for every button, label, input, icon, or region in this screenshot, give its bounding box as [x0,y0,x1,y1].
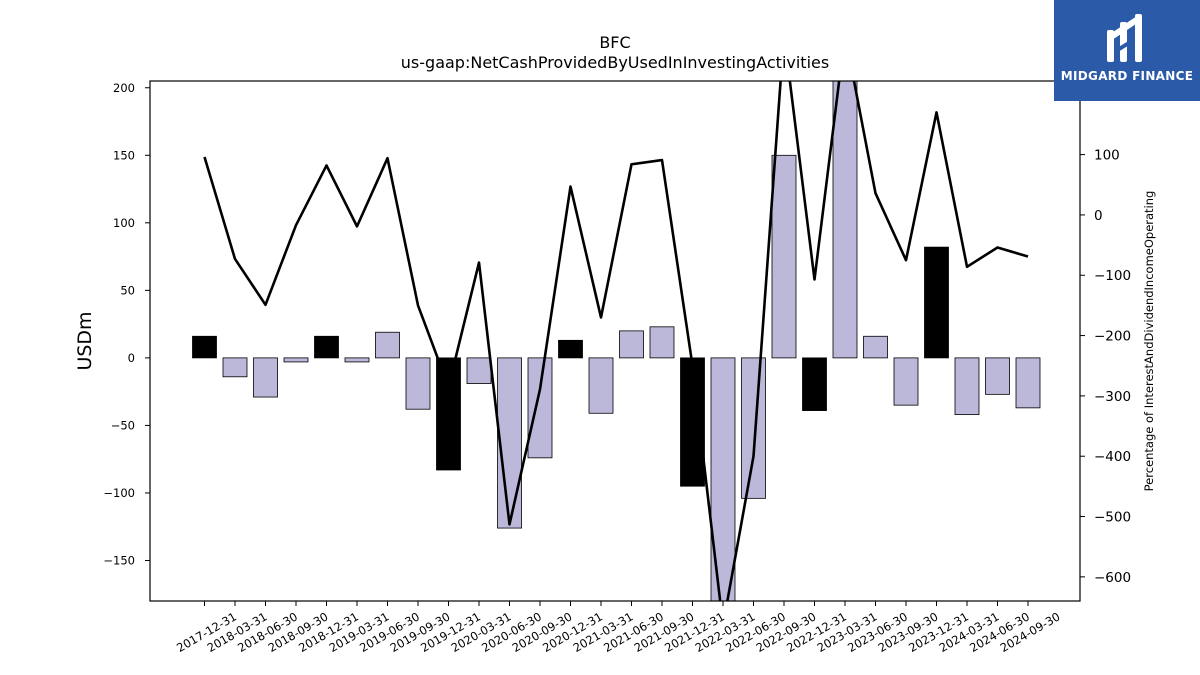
y2-tick-label: −400 [1094,449,1131,465]
y-tick-label: 100 [113,216,135,230]
bar-2018-09-30 [283,357,309,363]
bar-2023-03-31 [832,81,858,359]
bar-2019-12-31 [436,357,461,471]
y2-tick-label: −100 [1094,268,1131,284]
bar-2018-12-31 [314,335,339,359]
bar-2023-06-30 [863,335,888,359]
bar-2021-06-30 [619,330,644,359]
x-axis: 2017-12-312018-03-312018-06-302018-09-30… [174,601,1063,655]
right-y-axis: −600 −500 −400 −300 −200 −100 0 100 [1080,148,1131,586]
bar-2020-09-30 [527,357,553,459]
bar-2017-12-31 [192,335,217,359]
y2-tick-label: 0 [1094,208,1103,224]
ratio-line [203,81,1029,601]
bar-2022-09-30 [771,154,797,359]
bar-2020-06-30 [497,357,522,529]
chart-title: BFC us-gaap:NetCashProvidedByUsedInInves… [0,33,1200,73]
midgard-logo-icon [1107,14,1142,62]
chart-title-line-2: us-gaap:NetCashProvidedByUsedInInvesting… [400,53,830,72]
bar-2024-06-30 [985,357,1010,395]
bar-2024-03-31 [954,357,980,416]
bar-2021-12-31 [680,357,705,487]
bar-2024-09-30 [1015,357,1041,409]
bar-2019-09-30 [405,357,431,410]
chart-title-line-1: BFC [599,33,631,52]
bar-2021-09-30 [649,326,675,359]
y-tick-label: 50 [120,283,135,297]
bar-2018-03-31 [222,357,248,378]
y2-tick-label: 100 [1094,148,1120,164]
y2-tick-label: −300 [1094,389,1131,405]
bar-2019-06-30 [375,331,400,359]
left-y-axis: −150 −100 −50 0 50 100 150 200 [103,81,150,567]
brand-logo-text: MIDGARD FINANCE [1060,69,1194,83]
brand-logo: MIDGARD FINANCE [1054,0,1200,101]
bar-2023-12-31 [924,246,949,359]
bar-2019-03-31 [344,357,370,363]
y-tick-label: 0 [128,351,135,365]
bar-2020-03-31 [466,357,492,384]
y-tick-label: 150 [113,148,135,162]
bar-2022-03-31 [710,357,736,601]
bar-2022-12-31 [802,357,827,411]
line-series [203,81,1029,601]
y-tick-label: −150 [103,553,135,567]
y-axis-label: USDm [74,311,96,370]
bar-2023-09-30 [893,357,919,406]
y-tick-label: −100 [103,486,135,500]
y2-axis-label: Percentage of InterestAndDividendIncomeO… [1142,191,1156,492]
y2-tick-label: −600 [1094,570,1131,586]
bar-2018-06-30 [253,357,278,398]
bar-2020-12-31 [558,339,583,359]
y2-tick-label: −500 [1094,510,1131,526]
y2-tick-label: −200 [1094,329,1131,345]
y-tick-label: −50 [111,418,135,432]
bar-2022-06-30 [741,357,766,499]
plot-frame [149,80,1081,602]
y-tick-label: 200 [113,81,135,95]
bar-2021-03-31 [588,357,614,414]
bar-series [192,81,1041,601]
